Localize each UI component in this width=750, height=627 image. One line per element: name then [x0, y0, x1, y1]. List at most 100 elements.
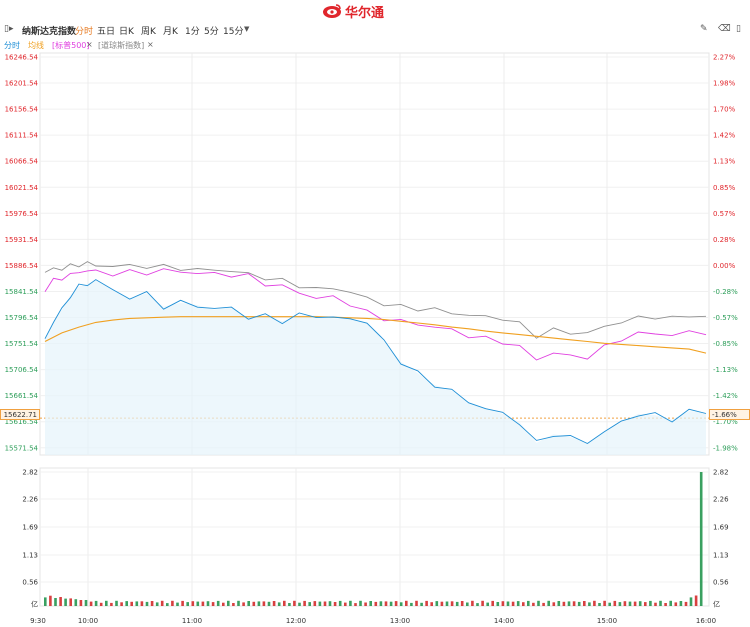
volume-bar [354, 603, 357, 606]
volume-bar [160, 600, 164, 606]
volume-tick-label: 0.56 [713, 579, 729, 587]
volume-bar [333, 602, 337, 606]
time-tick-label: 15:00 [597, 617, 617, 625]
dow-line [44, 261, 707, 339]
volume-bar [232, 603, 235, 606]
volume-bar [262, 601, 266, 606]
volume-bar [567, 601, 571, 606]
tab-daily-k[interactable]: 日K [119, 27, 134, 37]
volume-bar [155, 602, 159, 606]
remove-sp500-icon[interactable]: × [86, 40, 93, 49]
volume-bar [669, 600, 672, 606]
volume-bar [272, 601, 276, 606]
tab-5min[interactable]: 5分 [204, 27, 219, 37]
expand-icon[interactable]: ▯ [736, 24, 741, 34]
eraser-icon[interactable]: ⌫ [718, 24, 731, 34]
chevron-down-icon[interactable]: ▼ [244, 25, 250, 33]
volume-tick-label: 1.13 [713, 552, 729, 560]
price-tick-label: 15931.54 [5, 236, 39, 244]
volume-bar [623, 601, 627, 606]
volume-bar [196, 601, 200, 606]
volume-bar [420, 602, 423, 606]
volume-bar [532, 602, 535, 606]
volume-bar [516, 601, 520, 606]
volume-tick-label: 1.69 [713, 524, 729, 532]
volume-bar [150, 601, 154, 606]
time-tick-label: 9:30 [30, 617, 46, 625]
volume-bar [125, 601, 128, 606]
pct-tick-label: -1.13% [713, 366, 738, 374]
volume-bar [654, 602, 657, 606]
volume-bar [583, 601, 586, 606]
time-tick-label: 10:00 [78, 617, 98, 625]
tab-15min[interactable]: 15分 [223, 27, 244, 37]
volume-bar [389, 601, 393, 606]
volume-bar [425, 600, 428, 606]
volume-bar [247, 601, 250, 606]
tab-weekly-k[interactable]: 周K [141, 27, 156, 37]
volume-bar [638, 601, 642, 606]
brand-logo: 华尔通 [322, 2, 384, 21]
volume-bar [181, 600, 184, 606]
volume-bar [338, 600, 342, 606]
pct-tick-label: 0.28% [713, 236, 736, 244]
volume-bar [689, 597, 693, 606]
pct-tick-label: 1.98% [713, 80, 736, 88]
remove-dow-icon[interactable]: × [147, 40, 154, 49]
index-name[interactable]: 纳斯达克指数 [22, 27, 77, 37]
volume-bar [394, 601, 398, 606]
volume-bar [608, 602, 611, 606]
volume-bar [562, 601, 566, 606]
volume-bar [466, 602, 469, 606]
tab-monthly-k[interactable]: 月K [163, 27, 178, 37]
volume-tick-label: 2.82 [22, 469, 38, 477]
volume-bar [89, 601, 93, 606]
volume-bar [54, 598, 57, 606]
volume-bar [222, 602, 225, 606]
volume-bar [252, 601, 256, 606]
price-tick-label: 16066.54 [5, 158, 39, 166]
price-tick-label: 15616.54 [5, 418, 39, 426]
volume-bar [481, 600, 484, 606]
volume-bar [99, 602, 103, 606]
volume-tick-label: 2.26 [22, 496, 38, 504]
tab-five-day[interactable]: 五日 [97, 27, 116, 37]
tab-fenshi[interactable]: 分时 [75, 27, 94, 37]
collapse-icon[interactable]: ▯▸ [4, 24, 14, 34]
volume-bar [44, 597, 47, 606]
volume-bar [603, 600, 606, 606]
volume-bar [552, 602, 556, 606]
volume-bar [176, 602, 179, 606]
time-tick-label: 11:00 [182, 617, 202, 625]
pct-tick-label: 1.70% [713, 106, 736, 114]
volume-bar [313, 601, 317, 606]
volume-bar [572, 601, 576, 606]
volume-bar [694, 595, 698, 606]
volume-bar [699, 472, 703, 606]
volume-bar [364, 602, 367, 606]
pct-tick-label: -0.85% [713, 340, 738, 348]
volume-bar [74, 599, 78, 606]
volume-tick-label: 亿 [713, 600, 720, 609]
volume-tick-label: 2.26 [713, 496, 729, 504]
volume-bar [201, 601, 205, 606]
volume-bar [410, 602, 413, 606]
price-tick-label: 15886.54 [5, 262, 39, 270]
volume-bar [283, 600, 286, 606]
volume-bar [613, 600, 617, 606]
volume-bar [171, 600, 174, 606]
volume-bar [577, 601, 581, 606]
legend-sp500[interactable]: [标普500] [52, 41, 90, 50]
legend-dow[interactable]: [道琼斯指数] [98, 41, 145, 50]
volume-tick-label: 1.13 [22, 552, 38, 560]
volume-bar [522, 602, 525, 606]
pencil-icon[interactable]: ✎ [700, 24, 708, 34]
volume-bar [471, 600, 474, 606]
volume-bar [633, 601, 637, 606]
volume-bar [430, 602, 433, 606]
tab-1min[interactable]: 1分 [185, 27, 200, 37]
volume-bar [506, 601, 510, 606]
volume-bar [664, 603, 667, 606]
volume-bar [59, 597, 62, 606]
